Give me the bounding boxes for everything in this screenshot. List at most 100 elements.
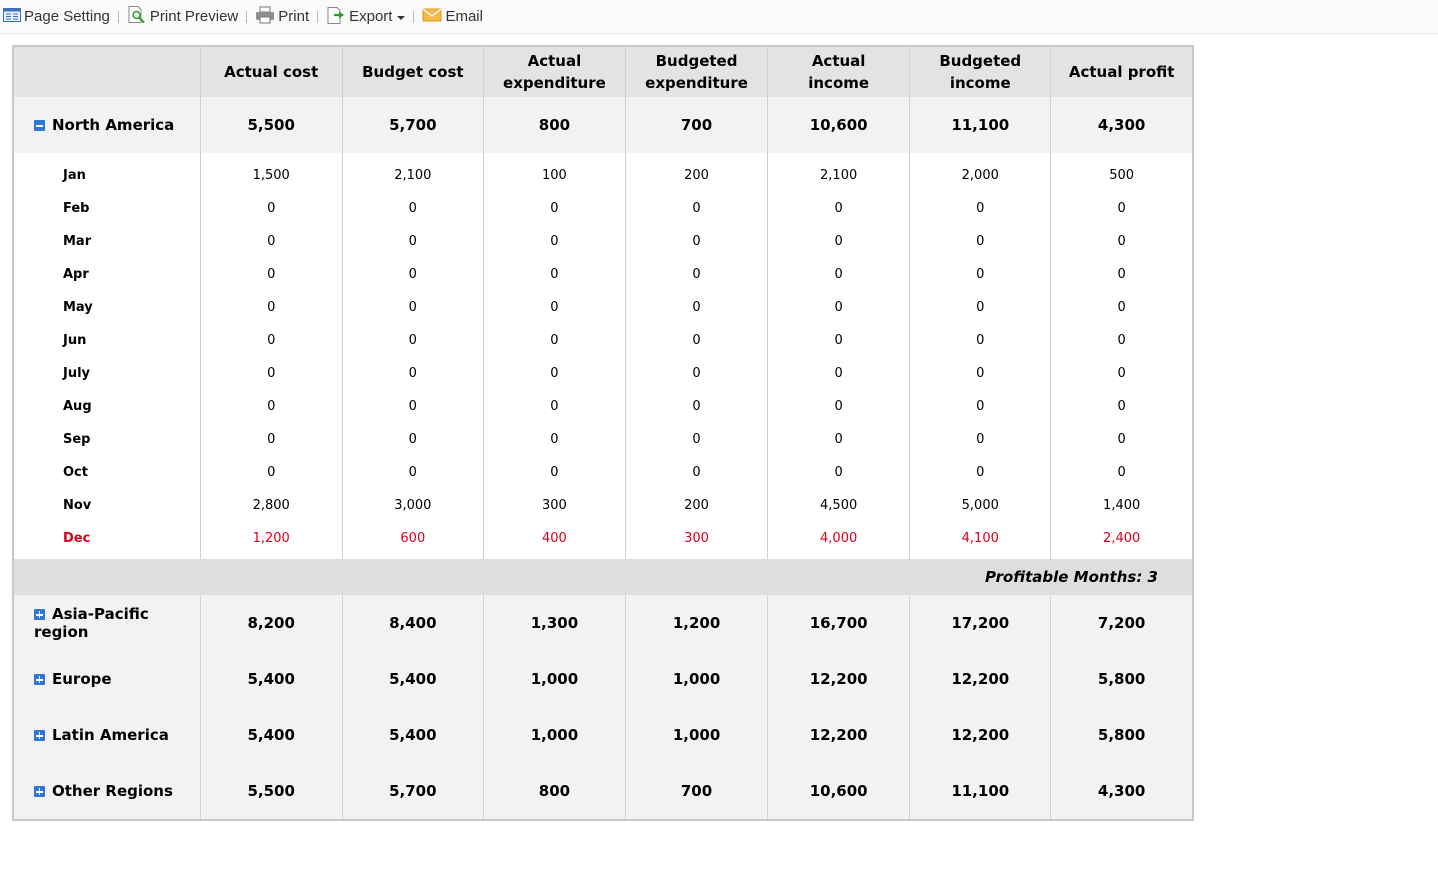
month-value-cell: 0 xyxy=(625,357,769,390)
region-total-cell: 5,700 xyxy=(342,763,484,820)
month-value-cell: 0 xyxy=(909,291,1052,324)
chevron-down-icon xyxy=(397,15,406,20)
region-total-cell: 8,400 xyxy=(342,595,484,651)
month-name-cell: May xyxy=(13,291,201,324)
month-value-cell: 0 xyxy=(767,357,911,390)
region-total-cell: 700 xyxy=(625,763,769,820)
region-total-cell: 11,100 xyxy=(909,97,1052,153)
month-name-cell: July xyxy=(13,357,201,390)
month-value-cell: 0 xyxy=(909,192,1052,225)
month-name-cell: Feb xyxy=(13,192,201,225)
collapse-icon[interactable] xyxy=(34,120,45,131)
month-value-cell: 0 xyxy=(342,324,484,357)
region-name-cell: Europe xyxy=(13,651,201,707)
column-header: Actual expenditure xyxy=(483,46,626,97)
print-button[interactable]: Print xyxy=(255,6,309,28)
month-value-cell: 2,100 xyxy=(767,153,911,192)
month-row: Nov 2,800 3,000 300 200 4,500 5,000 1,400 xyxy=(13,489,1193,522)
month-name-cell: Jan xyxy=(13,153,201,192)
month-row: May 0 0 0 0 0 0 0 xyxy=(13,291,1193,324)
month-value-cell: 0 xyxy=(767,390,911,423)
region-group-row[interactable]: Asia-Pacific region 8,200 8,400 1,300 1,200 1… xyxy=(13,595,1193,651)
month-value-cell: 0 xyxy=(909,423,1052,456)
month-value-cell: 0 xyxy=(342,423,484,456)
region-group-row[interactable]: North America 5,500 5,700 800 700 10,600 11,10… xyxy=(13,97,1193,153)
month-value-cell: 2,100 xyxy=(342,153,484,192)
corner-header-cell xyxy=(13,46,201,97)
region-group-row[interactable]: Other Regions 5,500 5,700 800 700 10,600 11,10… xyxy=(13,763,1193,820)
column-header: Budgeted income xyxy=(909,46,1052,97)
expand-icon[interactable] xyxy=(34,674,45,685)
expand-icon[interactable] xyxy=(34,609,45,620)
region-total-cell: 12,200 xyxy=(909,707,1052,763)
region-name-cell: Latin America xyxy=(13,707,201,763)
expand-icon[interactable] xyxy=(34,730,45,741)
region-total-cell: 10,600 xyxy=(767,97,911,153)
month-value-cell: 0 xyxy=(200,192,343,225)
month-value-cell: 300 xyxy=(483,489,626,522)
region-name-cell: Other Regions xyxy=(13,763,201,820)
month-value-cell: 300 xyxy=(625,522,769,559)
month-value-cell: 0 xyxy=(483,291,626,324)
month-value-cell: 0 xyxy=(342,456,484,489)
region-total-cell: 5,400 xyxy=(200,651,343,707)
month-value-cell: 0 xyxy=(1050,291,1193,324)
column-header: Actual cost xyxy=(200,46,343,97)
month-value-cell: 0 xyxy=(1050,258,1193,291)
month-row: July 0 0 0 0 0 0 0 xyxy=(13,357,1193,390)
month-value-cell: 0 xyxy=(200,357,343,390)
region-total-cell: 12,200 xyxy=(909,651,1052,707)
print-preview-icon xyxy=(127,5,147,29)
month-value-cell: 0 xyxy=(200,423,343,456)
month-value-cell: 1,400 xyxy=(1050,489,1193,522)
month-value-cell: 0 xyxy=(342,258,484,291)
month-value-cell: 200 xyxy=(625,489,769,522)
region-total-cell: 10,600 xyxy=(767,763,911,820)
month-value-cell: 0 xyxy=(625,423,769,456)
region-total-cell: 5,500 xyxy=(200,97,343,153)
region-total-cell: 800 xyxy=(483,97,626,153)
month-value-cell: 0 xyxy=(1050,456,1193,489)
month-value-cell: 0 xyxy=(342,291,484,324)
month-value-cell: 4,100 xyxy=(909,522,1052,559)
group-summary-row: Profitable Months: 3 xyxy=(13,559,1193,595)
month-value-cell: 0 xyxy=(1050,357,1193,390)
month-value-cell: 400 xyxy=(483,522,626,559)
month-value-cell: 0 xyxy=(625,192,769,225)
month-value-cell: 600 xyxy=(342,522,484,559)
region-total-cell: 4,300 xyxy=(1050,763,1193,820)
month-value-cell: 0 xyxy=(200,456,343,489)
month-value-cell: 0 xyxy=(342,390,484,423)
page-setting-button[interactable]: Page Setting xyxy=(3,6,110,28)
region-group-row[interactable]: Europe 5,400 5,400 1,000 1,000 12,200 12,200 5,… xyxy=(13,651,1193,707)
region-total-cell: 5,500 xyxy=(200,763,343,820)
month-name-cell: Jun xyxy=(13,324,201,357)
month-value-cell: 2,400 xyxy=(1050,522,1193,559)
export-label: Export xyxy=(349,8,393,25)
month-value-cell: 0 xyxy=(767,192,911,225)
email-label: Email xyxy=(445,8,483,25)
region-total-cell: 1,300 xyxy=(483,595,626,651)
month-value-cell: 0 xyxy=(1050,423,1193,456)
month-value-cell: 1,500 xyxy=(200,153,343,192)
month-value-cell: 0 xyxy=(483,192,626,225)
month-value-cell: 0 xyxy=(483,258,626,291)
email-button[interactable]: Email xyxy=(422,6,483,28)
region-name: Other Regions xyxy=(52,782,173,800)
print-preview-button[interactable]: Print Preview xyxy=(127,5,238,29)
page-setting-icon xyxy=(3,7,21,27)
month-value-cell: 0 xyxy=(1050,390,1193,423)
region-total-cell: 5,800 xyxy=(1050,707,1193,763)
expand-icon[interactable] xyxy=(34,786,45,797)
envelope-icon xyxy=(422,7,442,27)
month-value-cell: 0 xyxy=(200,324,343,357)
month-name-cell: Aug xyxy=(13,390,201,423)
month-value-cell: 200 xyxy=(625,153,769,192)
region-group-row[interactable]: Latin America 5,400 5,400 1,000 1,000 12,200 1… xyxy=(13,707,1193,763)
month-value-cell: 0 xyxy=(483,390,626,423)
export-dropdown[interactable]: Export xyxy=(326,6,406,28)
month-value-cell: 0 xyxy=(625,258,769,291)
month-value-cell: 0 xyxy=(625,390,769,423)
region-total-cell: 5,400 xyxy=(342,651,484,707)
column-header-text: Actual profit xyxy=(1068,63,1175,81)
